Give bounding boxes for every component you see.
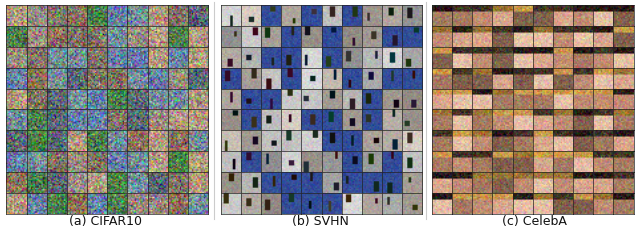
Text: (b) SVHN: (b) SVHN	[292, 215, 348, 228]
Text: (a) CIFAR10: (a) CIFAR10	[69, 215, 142, 228]
Text: (c) CelebA: (c) CelebA	[502, 215, 567, 228]
